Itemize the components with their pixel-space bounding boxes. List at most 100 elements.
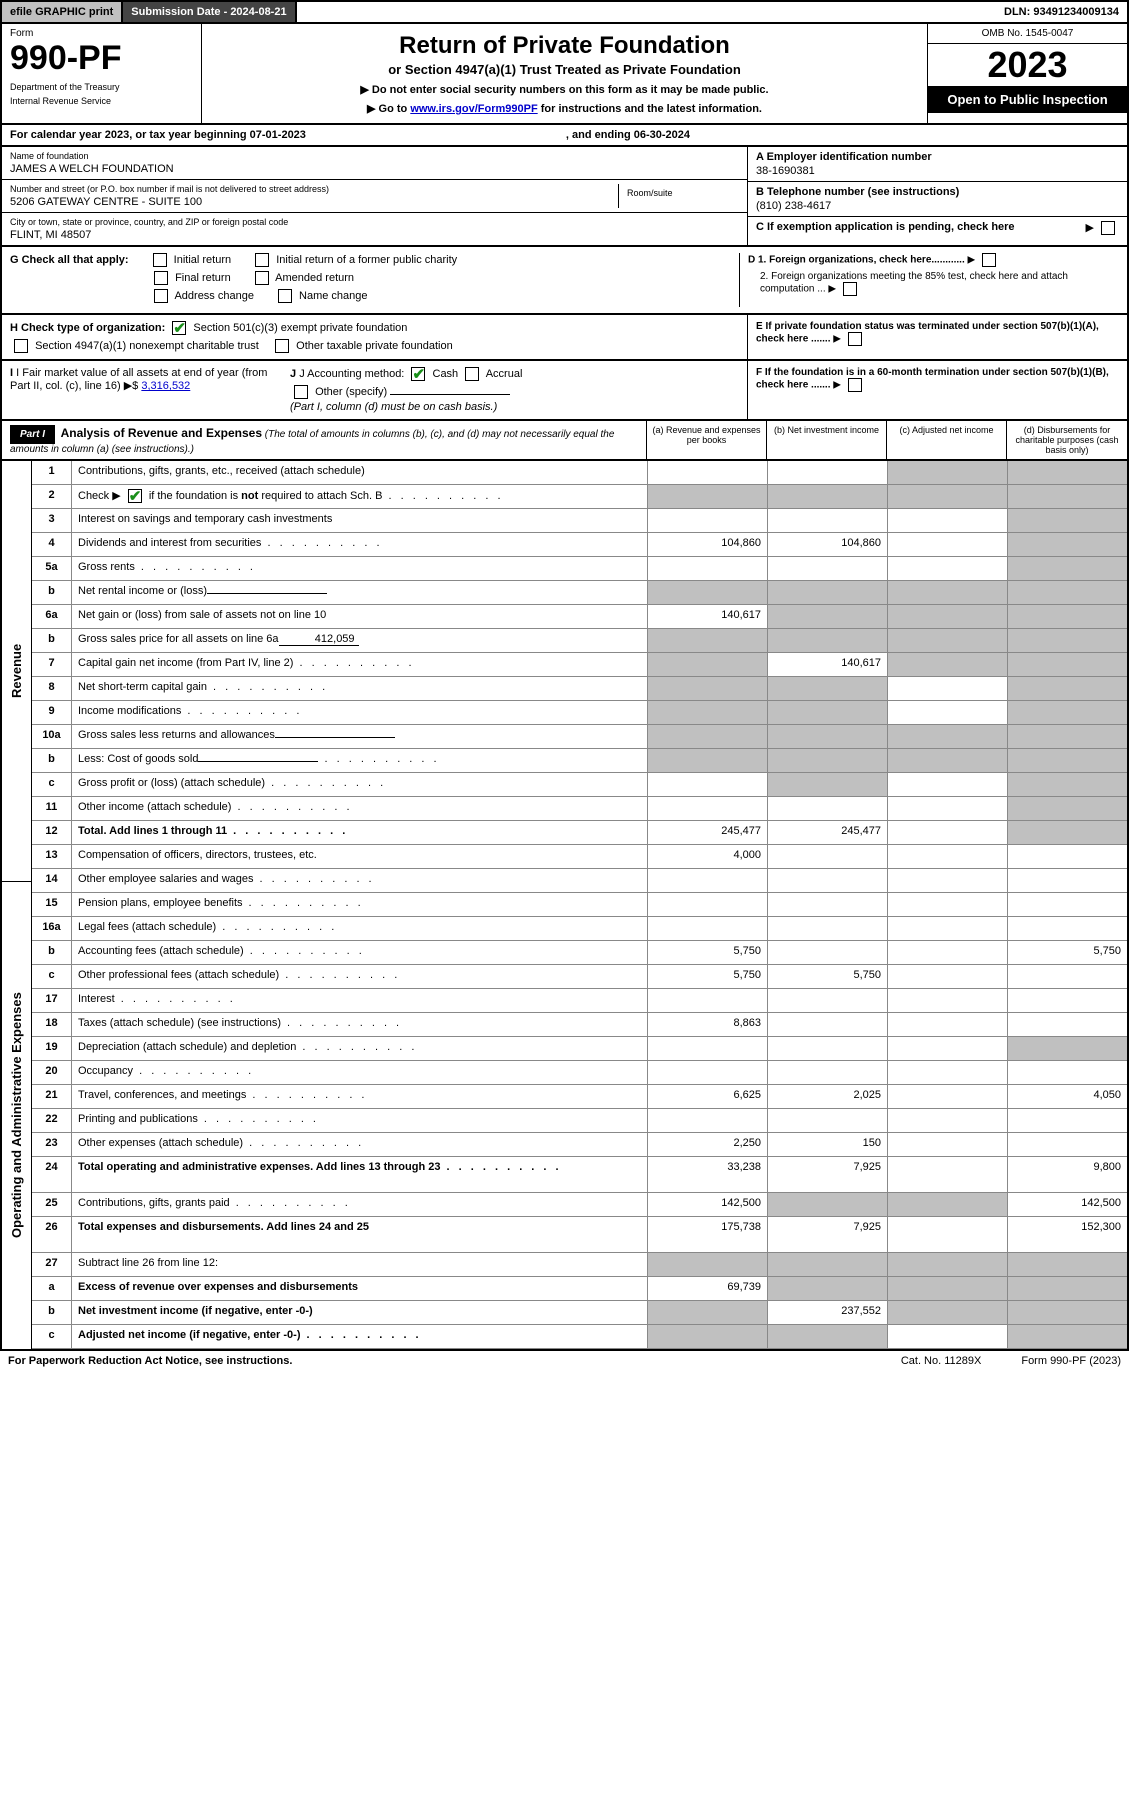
amount-b <box>767 581 887 604</box>
amount-c <box>887 1085 1007 1108</box>
amount-a: 140,617 <box>647 605 767 628</box>
amount-a <box>647 701 767 724</box>
checkbox-accrual[interactable] <box>465 367 479 381</box>
checkbox-other-taxable[interactable] <box>275 339 289 353</box>
checkbox-name-change[interactable] <box>278 289 292 303</box>
amount-b <box>767 749 887 772</box>
checkbox-cash[interactable] <box>411 367 425 381</box>
amount-a <box>647 773 767 796</box>
checkbox-c[interactable] <box>1101 221 1115 235</box>
table-row: 26Total expenses and disbursements. Add … <box>32 1217 1127 1253</box>
part1-label: Part I <box>10 425 55 444</box>
amount-d <box>1007 485 1127 508</box>
calyear-begin: For calendar year 2023, or tax year begi… <box>10 129 306 141</box>
line-number: b <box>32 749 72 772</box>
line-number: 4 <box>32 533 72 556</box>
line-number: 20 <box>32 1061 72 1084</box>
amount-c <box>887 1037 1007 1060</box>
calendar-year-row: For calendar year 2023, or tax year begi… <box>0 125 1129 147</box>
checkbox-d2[interactable] <box>843 282 857 296</box>
table-row: 16aLegal fees (attach schedule) <box>32 917 1127 941</box>
table-row: 27Subtract line 26 from line 12: <box>32 1253 1127 1277</box>
g-label: G Check all that apply: <box>10 254 129 266</box>
amount-b <box>767 941 887 964</box>
line-number: 13 <box>32 845 72 868</box>
fmv-value[interactable]: 3,316,532 <box>141 380 190 392</box>
amount-b <box>767 509 887 532</box>
amount-b <box>767 677 887 700</box>
line-number: 12 <box>32 821 72 844</box>
table-row: 1Contributions, gifts, grants, etc., rec… <box>32 461 1127 485</box>
checkbox-addr-change[interactable] <box>154 289 168 303</box>
line-number: 15 <box>32 893 72 916</box>
amount-d <box>1007 773 1127 796</box>
dln: DLN: 93491234009134 <box>996 2 1127 22</box>
d2-label: 2. Foreign organizations meeting the 85%… <box>748 271 1119 296</box>
efile-label[interactable]: efile GRAPHIC print <box>2 2 123 22</box>
amount-d <box>1007 1325 1127 1348</box>
line-number: 6a <box>32 605 72 628</box>
line-number: 5a <box>32 557 72 580</box>
section-g: G Check all that apply: Initial return I… <box>0 247 1129 315</box>
amount-b: 237,552 <box>767 1301 887 1324</box>
amount-b <box>767 917 887 940</box>
inline-value: 412,059 <box>279 633 359 646</box>
table-row: 3Interest on savings and temporary cash … <box>32 509 1127 533</box>
checkbox-f[interactable] <box>848 378 862 392</box>
amount-a: 8,863 <box>647 1013 767 1036</box>
checkbox-501c3[interactable] <box>172 321 186 335</box>
line-number: 18 <box>32 1013 72 1036</box>
line-desc: Excess of revenue over expenses and disb… <box>72 1277 647 1300</box>
amount-c <box>887 533 1007 556</box>
checkbox-schb[interactable] <box>128 489 142 503</box>
line-number: 11 <box>32 797 72 820</box>
phone-value: (810) 238-4617 <box>756 200 1119 212</box>
amount-b <box>767 701 887 724</box>
amount-c <box>887 1013 1007 1036</box>
checkbox-4947[interactable] <box>14 339 28 353</box>
amount-c <box>887 773 1007 796</box>
amount-b <box>767 845 887 868</box>
amount-c <box>887 1277 1007 1300</box>
table-row: 25Contributions, gifts, grants paid142,5… <box>32 1193 1127 1217</box>
line-number: 3 <box>32 509 72 532</box>
amount-d <box>1007 677 1127 700</box>
table-row: 21Travel, conferences, and meetings6,625… <box>32 1085 1127 1109</box>
table-row: 15Pension plans, employee benefits <box>32 893 1127 917</box>
checkbox-initial[interactable] <box>153 253 167 267</box>
checkbox-other-method[interactable] <box>294 385 308 399</box>
line-desc: Other income (attach schedule) <box>72 797 647 820</box>
amount-b <box>767 1277 887 1300</box>
line-desc: Gross sales price for all assets on line… <box>72 629 647 652</box>
line-desc: Gross profit or (loss) (attach schedule) <box>72 773 647 796</box>
amount-c <box>887 1193 1007 1216</box>
amount-b <box>767 1061 887 1084</box>
line-desc: Other expenses (attach schedule) <box>72 1133 647 1156</box>
table-row: 7Capital gain net income (from Part IV, … <box>32 653 1127 677</box>
line-desc: Depreciation (attach schedule) and deple… <box>72 1037 647 1060</box>
amount-b: 7,925 <box>767 1157 887 1192</box>
amount-a <box>647 1037 767 1060</box>
checkbox-final[interactable] <box>154 271 168 285</box>
irs-link[interactable]: www.irs.gov/Form990PF <box>410 103 537 115</box>
amount-d <box>1007 461 1127 484</box>
amount-b <box>767 893 887 916</box>
amount-b <box>767 1109 887 1132</box>
checkbox-initial-former[interactable] <box>255 253 269 267</box>
ein-value: 38-1690381 <box>756 165 1119 177</box>
amount-d <box>1007 989 1127 1012</box>
checkbox-d1[interactable] <box>982 253 996 267</box>
line-desc: Check ▶ if the foundation is not require… <box>72 485 647 508</box>
amount-c <box>887 821 1007 844</box>
form-header: Form 990-PF Department of the Treasury I… <box>0 24 1129 125</box>
amount-b <box>767 989 887 1012</box>
checkbox-e[interactable] <box>848 332 862 346</box>
line-number: 10a <box>32 725 72 748</box>
amount-d <box>1007 749 1127 772</box>
amount-a <box>647 653 767 676</box>
amount-c <box>887 797 1007 820</box>
col-a-head: (a) Revenue and expenses per books <box>647 421 767 459</box>
checkbox-amended[interactable] <box>255 271 269 285</box>
amount-a <box>647 1253 767 1276</box>
line-number: 7 <box>32 653 72 676</box>
